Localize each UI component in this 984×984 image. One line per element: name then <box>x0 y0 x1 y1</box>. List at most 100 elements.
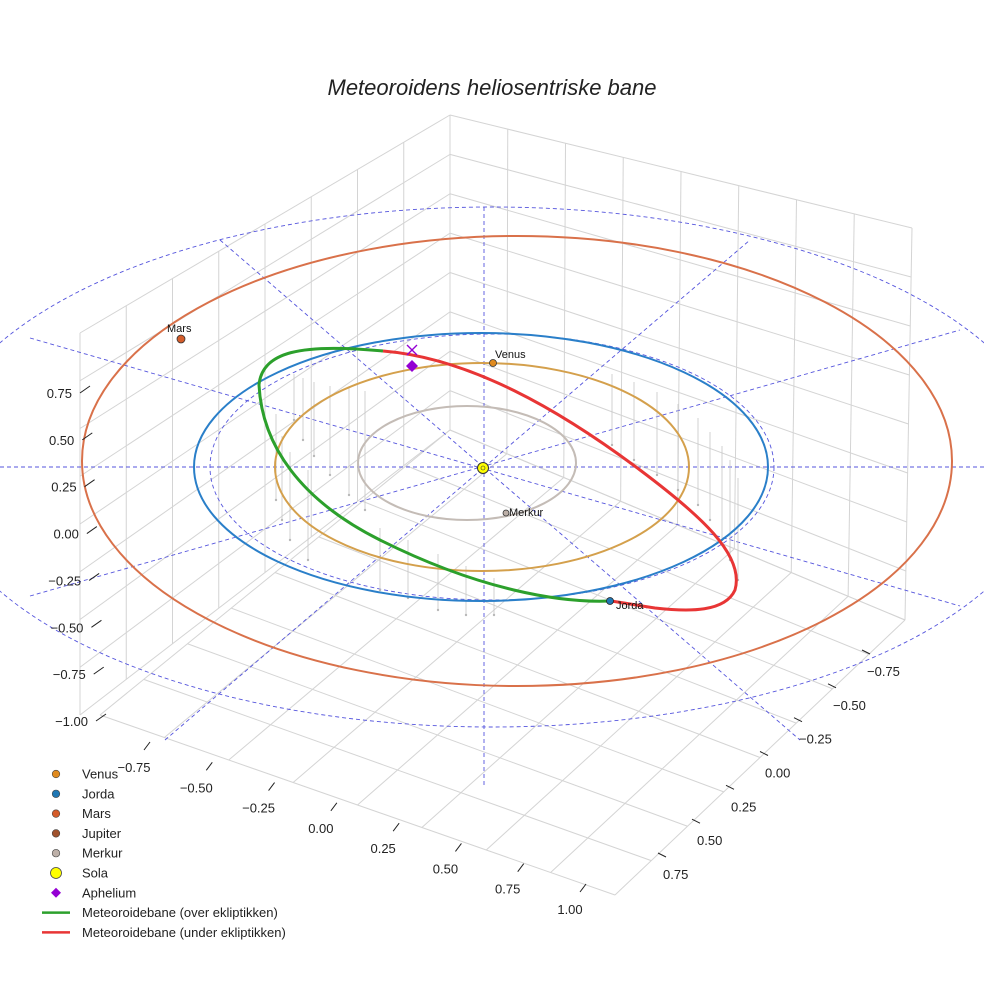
projection-stem-dot <box>280 518 284 522</box>
grid-left-horizontal <box>79 153 451 382</box>
z-tick-mark <box>88 573 100 581</box>
merkur-orbit <box>357 405 577 521</box>
projection-stem-dot <box>436 608 440 612</box>
legend-circle-swatch <box>51 789 61 798</box>
planet-orbits <box>81 235 953 687</box>
legend-item: Jupiter <box>51 826 122 841</box>
grid-left-horizontal <box>79 272 451 525</box>
grid-floor-line-b <box>187 643 688 827</box>
dashed-line-d1 <box>219 239 801 741</box>
legend-label: Jorda <box>82 786 115 801</box>
grid-left-horizontal <box>79 311 451 573</box>
y-tick-label: 0.75 <box>663 867 688 882</box>
grid-right-horizontal <box>449 232 910 376</box>
z-tick-label: 0.50 <box>49 433 74 448</box>
y-tick-mark <box>793 717 803 723</box>
x-tick-label: −0.75 <box>118 760 151 775</box>
projection-stem-dot <box>676 488 680 492</box>
x-tick-mark <box>579 883 587 893</box>
x-tick-mark <box>330 802 338 812</box>
markers: Mars Venus Merkur Jorda <box>167 323 644 612</box>
venus-label: Venus <box>495 349 526 361</box>
grid-right-horizontal <box>449 193 911 327</box>
legend-circle-swatch <box>51 809 61 818</box>
z-tick-mark <box>79 385 91 394</box>
x-tick-label: −0.50 <box>180 780 213 795</box>
legend-label: Aphelium <box>82 885 136 900</box>
grid-floor-line-b <box>362 500 833 690</box>
projection-stem-dot <box>363 508 367 512</box>
x-tick-label: 0.50 <box>433 861 458 876</box>
projection-stem-dot <box>306 558 310 562</box>
legend-label: Jupiter <box>82 826 122 841</box>
axis-ticks: 0.75 0.50 0.25 0.00 −0.25 −0.50 −0.75 −1.00 −0.7… <box>47 385 900 917</box>
projection-stem-dot <box>288 538 292 542</box>
aphelium-projection-x <box>406 344 418 356</box>
z-tick-label: −1.00 <box>55 714 88 729</box>
y-tick-mark <box>759 751 769 756</box>
grid-floor-line-b <box>99 714 616 896</box>
z-tick-label: 0.25 <box>51 480 76 495</box>
grid-left-horizontal <box>79 390 451 668</box>
ecliptic-reference-grid <box>0 206 984 785</box>
legend-circle-swatch <box>51 829 61 838</box>
legend-label: Meteoroidebane (over ekliptikken) <box>82 905 278 920</box>
legend-circle-swatch <box>51 769 61 779</box>
projection-stem-dot <box>492 613 496 617</box>
jorda-marker <box>606 597 614 605</box>
legend-item: Venus <box>51 767 119 782</box>
legend-label: Mars <box>82 806 111 821</box>
legend-item: Jorda <box>51 786 115 801</box>
x-tick-label: 0.25 <box>370 841 395 856</box>
z-tick-label: −0.75 <box>53 667 86 682</box>
dashed-line-d4 <box>29 329 961 597</box>
grid-right-horizontal <box>449 114 913 229</box>
y-tick-mark <box>691 818 701 824</box>
y-tick-label: −0.75 <box>867 664 900 679</box>
legend-item: Sola <box>50 866 109 881</box>
projection-stem-dot <box>632 458 636 462</box>
legend-label: Meteoroidebane (under ekliptikken) <box>82 925 286 940</box>
x-tick-label: 1.00 <box>557 902 582 917</box>
projection-stem-dot <box>378 588 382 592</box>
dashed-line-d3 <box>29 337 961 607</box>
projection-stem-dot <box>347 493 351 497</box>
jorda-orbit <box>193 332 769 602</box>
y-tick-label: 0.00 <box>765 766 790 781</box>
z-tick-label: 0.75 <box>47 386 72 401</box>
meteoroid-orbit-below <box>382 349 738 612</box>
x-tick-mark <box>205 761 213 771</box>
x-tick-label: −0.25 <box>242 801 275 816</box>
dashed-line-d2 <box>164 239 751 741</box>
y-tick-label: 0.50 <box>697 833 722 848</box>
mars-marker <box>176 334 186 344</box>
sola-marker-inner <box>480 465 486 471</box>
grid-floor-line-b <box>231 607 724 793</box>
y-tick-label: −0.25 <box>799 732 832 747</box>
grid-floor-line-b <box>406 465 869 655</box>
legend-item: Merkur <box>51 846 123 861</box>
z-tick-mark <box>91 619 102 628</box>
projection-stem-dot <box>292 418 296 422</box>
z-tick-mark <box>95 713 107 722</box>
legend-item: Aphelium <box>51 885 136 900</box>
y-tick-mark <box>861 649 871 655</box>
mars-label: Mars <box>167 323 192 335</box>
legend-label: Venus <box>82 767 119 782</box>
projection-stem-dot <box>312 454 316 458</box>
x-tick-mark <box>517 863 525 873</box>
venus-orbit <box>274 362 690 572</box>
projection-stem-dot <box>274 498 278 502</box>
grid-floor-line-b <box>274 572 761 758</box>
projection-stem-dot <box>464 613 468 617</box>
z-tick-mark <box>81 432 93 441</box>
z-tick-label: 0.00 <box>54 527 79 542</box>
meteoroid-orbit-above <box>257 346 611 603</box>
legend-item: Meteoroidebane (over ekliptikken) <box>42 905 278 920</box>
x-tick-mark <box>143 741 151 751</box>
projection-stem-dot <box>328 473 332 477</box>
y-tick-mark <box>657 852 667 858</box>
y-tick-mark <box>725 784 735 790</box>
grid-left-horizontal <box>79 232 451 477</box>
